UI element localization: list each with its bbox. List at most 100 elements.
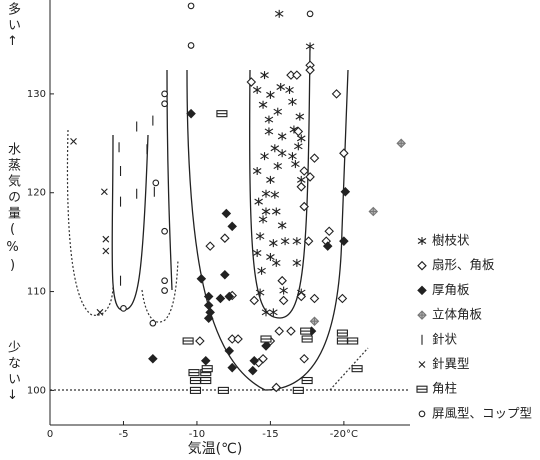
marker-stroke: [258, 101, 268, 108]
legend-text: 針状: [432, 331, 458, 346]
y-tick-label: 110: [27, 287, 46, 298]
marker-stroke: [280, 238, 290, 245]
data-point: [254, 197, 263, 206]
data-point: [266, 90, 275, 99]
marker-stroke: [292, 259, 302, 266]
data-point: [299, 201, 309, 212]
data-point: [274, 326, 285, 336]
data-point: [279, 286, 288, 295]
marker-shape: [220, 233, 230, 243]
marker-shape: [196, 273, 207, 284]
marker-shape: [227, 362, 237, 373]
y-axis-label: 水蒸気の量(%): [5, 142, 20, 276]
data-point: [205, 241, 215, 251]
marker-shape: [224, 291, 235, 302]
data-point: [309, 316, 320, 326]
data-point: [295, 112, 305, 121]
data-point: [227, 221, 237, 232]
marker-shape: [292, 70, 302, 80]
data-point: [148, 354, 158, 364]
data-point: [292, 237, 302, 246]
marker-shape: [200, 355, 211, 366]
data-point: [161, 100, 168, 108]
data-point: [269, 308, 278, 317]
marker-shape: [322, 241, 333, 251]
data-point: [309, 153, 320, 163]
marker-stroke: [266, 254, 275, 260]
marker-shape: [271, 382, 282, 393]
data-point: [299, 166, 309, 176]
marker-shape: [296, 182, 307, 192]
data-point: [271, 258, 281, 267]
data-point: [258, 215, 268, 224]
marker-shape: [247, 365, 258, 376]
marker-shape: [149, 319, 157, 327]
data-point: [182, 337, 194, 345]
data-point: [120, 305, 127, 312]
marker-stroke: [96, 308, 104, 316]
marker-shape: [203, 291, 214, 302]
data-point: [288, 152, 297, 161]
marker-shape: [221, 208, 232, 219]
data-point: [286, 326, 296, 336]
marker-stroke: [279, 287, 288, 294]
data-point: [276, 82, 285, 91]
marker-stroke: [102, 247, 110, 255]
data-point: [277, 275, 287, 286]
data-point: [331, 89, 342, 99]
data-point: [300, 327, 312, 335]
x-axis-label: 気温(℃): [188, 441, 243, 457]
data-point: [260, 335, 272, 343]
data-point: [201, 365, 213, 373]
marker-stroke: [277, 222, 287, 229]
data-point: [215, 293, 226, 304]
marker-shape: [339, 148, 349, 158]
marker-shape: [324, 226, 334, 237]
data-point: [351, 365, 363, 373]
legend-text: 厚角板: [432, 282, 470, 297]
data-point: [266, 175, 275, 184]
marker-stroke: [271, 208, 281, 215]
marker-shape: [303, 236, 314, 246]
dotted-middle: [141, 259, 179, 323]
legend-text: 扇形、角板: [432, 257, 495, 272]
y-tick-label: 100: [27, 385, 46, 396]
legend-text: 角柱: [432, 381, 457, 396]
marker-shape: [161, 227, 168, 235]
data-point: [260, 152, 269, 161]
data-point: [189, 386, 202, 394]
marker-shape: [418, 410, 426, 418]
data-point: [196, 273, 207, 284]
data-point: [337, 293, 348, 304]
data-point: [258, 100, 268, 109]
marker-shape: [203, 300, 214, 311]
data-point: [249, 355, 260, 366]
data-point: [270, 144, 280, 153]
data-point: [220, 233, 230, 243]
data-point: [299, 354, 309, 364]
data-point: [269, 239, 278, 248]
marker-shape: [299, 166, 309, 176]
marker-shape: [186, 108, 196, 119]
data-point: [336, 329, 348, 337]
data-point: [161, 277, 168, 285]
marker-stroke: [277, 133, 287, 140]
marker-shape: [278, 295, 289, 306]
data-point: [273, 107, 283, 116]
legend-text: 屏風型、コップ型: [432, 405, 532, 420]
data-point: [296, 134, 306, 143]
marker-shape: [331, 89, 342, 99]
data-point: [305, 172, 315, 182]
marker-shape: [195, 336, 205, 346]
data-point: [224, 346, 235, 356]
data-point: [306, 10, 314, 18]
marker-stroke: [305, 43, 315, 50]
marker-stroke: [252, 250, 262, 256]
data-point: [100, 188, 108, 196]
data-point: [292, 258, 302, 267]
marker-shape: [148, 354, 158, 364]
marker-stroke: [270, 145, 280, 152]
marker-shape: [161, 90, 168, 98]
marker-shape: [224, 346, 235, 356]
